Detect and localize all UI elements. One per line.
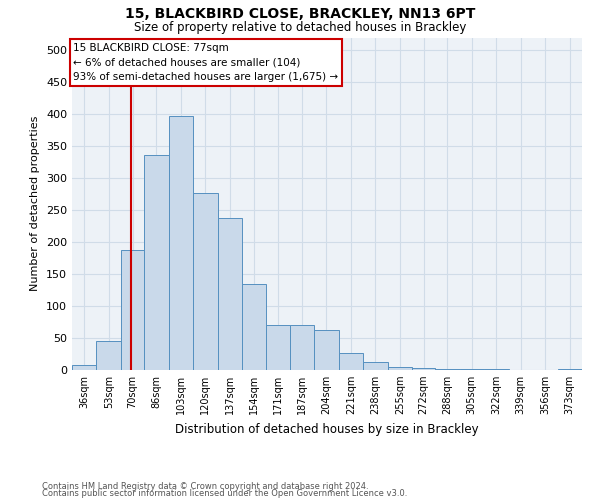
Bar [97, 340, 121, 370]
Text: 15 BLACKBIRD CLOSE: 77sqm
← 6% of detached houses are smaller (104)
93% of semi-: 15 BLACKBIRD CLOSE: 77sqm ← 6% of detach… [73, 42, 338, 82]
Text: Size of property relative to detached houses in Brackley: Size of property relative to detached ho… [134, 21, 466, 34]
Bar [169, 116, 193, 370]
Text: Contains HM Land Registry data © Crown copyright and database right 2024.: Contains HM Land Registry data © Crown c… [42, 482, 368, 491]
Bar [193, 193, 218, 370]
Y-axis label: Number of detached properties: Number of detached properties [31, 116, 40, 292]
Text: Contains public sector information licensed under the Open Government Licence v3: Contains public sector information licen… [42, 490, 407, 498]
X-axis label: Distribution of detached houses by size in Brackley: Distribution of detached houses by size … [175, 422, 479, 436]
Bar [121, 250, 144, 370]
Bar [290, 325, 314, 370]
Bar [435, 368, 460, 370]
Bar [363, 362, 388, 370]
Bar [266, 325, 290, 370]
Bar [242, 284, 266, 370]
Bar [314, 330, 338, 370]
Text: 15, BLACKBIRD CLOSE, BRACKLEY, NN13 6PT: 15, BLACKBIRD CLOSE, BRACKLEY, NN13 6PT [125, 8, 475, 22]
Bar [388, 367, 412, 370]
Bar [72, 365, 97, 370]
Bar [338, 354, 363, 370]
Bar [144, 154, 169, 370]
Bar [412, 368, 435, 370]
Bar [218, 218, 242, 370]
